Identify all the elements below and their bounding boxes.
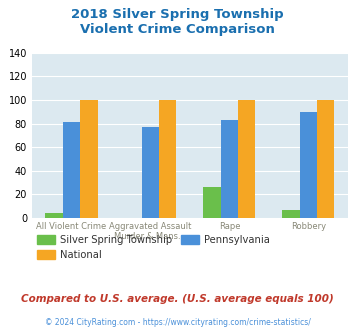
Legend: Silver Spring Township, National, Pennsylvania: Silver Spring Township, National, Pennsy… xyxy=(33,231,273,264)
Bar xyxy=(317,100,334,218)
Bar xyxy=(203,187,221,218)
Bar xyxy=(80,100,98,218)
Text: Compared to U.S. average. (U.S. average equals 100): Compared to U.S. average. (U.S. average … xyxy=(21,294,334,304)
Bar xyxy=(238,100,256,218)
Bar xyxy=(45,213,63,218)
Bar xyxy=(221,120,238,218)
Bar xyxy=(282,210,300,218)
Bar xyxy=(63,122,80,218)
Text: 2018 Silver Spring Township
Violent Crime Comparison: 2018 Silver Spring Township Violent Crim… xyxy=(71,8,284,36)
Bar xyxy=(300,112,317,218)
Bar xyxy=(142,127,159,218)
Text: © 2024 CityRating.com - https://www.cityrating.com/crime-statistics/: © 2024 CityRating.com - https://www.city… xyxy=(45,318,310,327)
Bar xyxy=(159,100,176,218)
